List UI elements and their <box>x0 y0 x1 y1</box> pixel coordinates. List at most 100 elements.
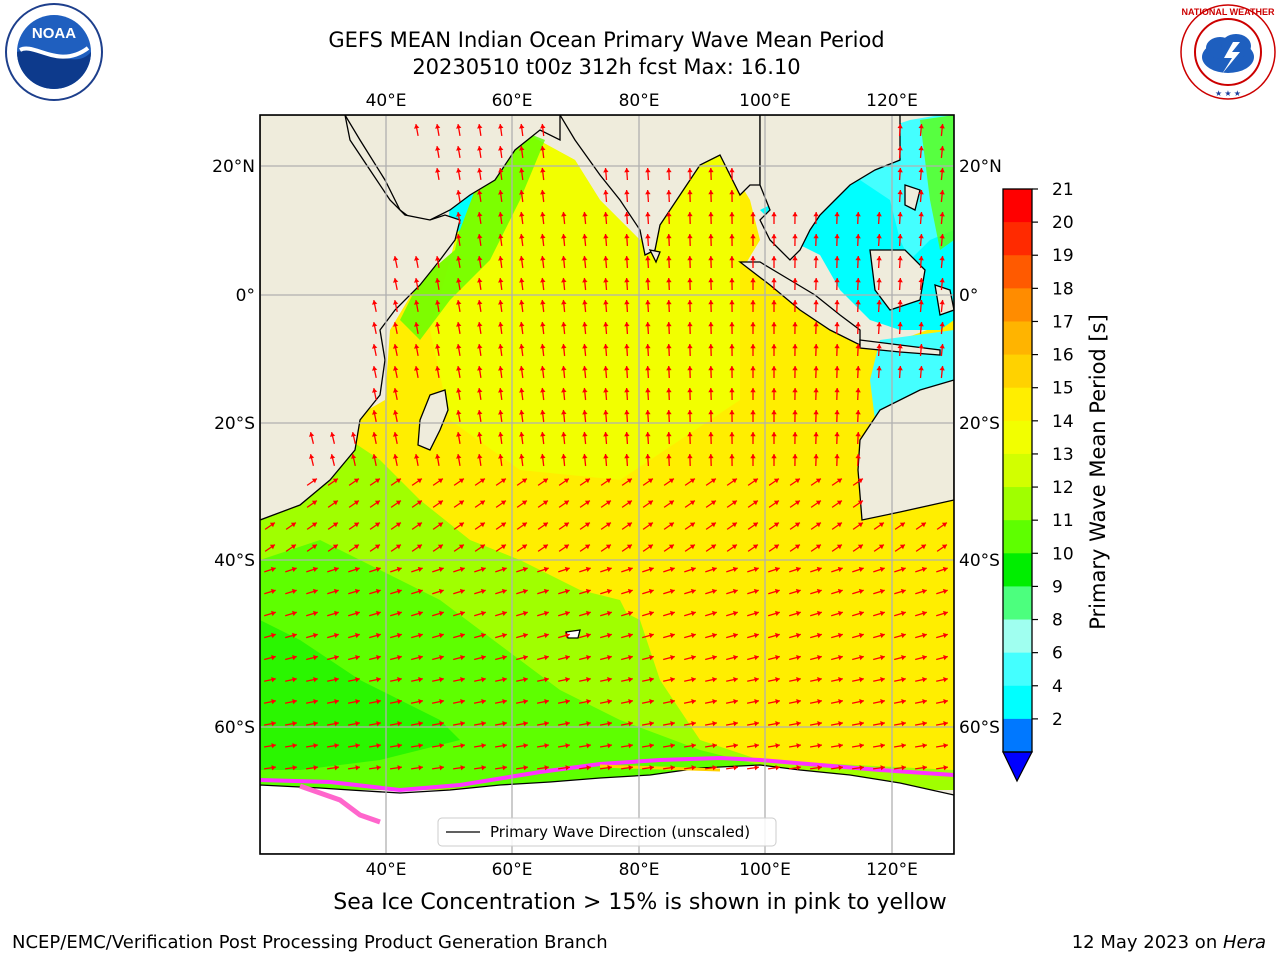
wave-arrow-head <box>393 344 399 349</box>
wave-arrow-head <box>438 588 444 594</box>
wave-arrow-head <box>458 522 464 528</box>
wave-arrow-head <box>582 278 588 283</box>
wave-arrow-head <box>645 366 651 371</box>
wave-arrow-head <box>647 500 653 506</box>
wave-arrow-head <box>439 699 444 705</box>
wave-arrow-head <box>712 743 717 749</box>
wave-arrow-head <box>292 677 297 683</box>
wave-arrow-head <box>647 544 653 550</box>
wave-arrow-head <box>582 322 588 327</box>
wave-arrow-head <box>334 677 339 683</box>
wave-arrow-head <box>313 632 318 639</box>
wave-arrow-head <box>876 300 882 305</box>
wave-arrow-head <box>435 146 441 151</box>
wave-arrow-head <box>372 432 378 437</box>
wave-arrow-head <box>586 765 591 771</box>
wave-arrow-head <box>582 212 588 217</box>
wave-arrow-head <box>666 366 672 371</box>
wave-arrow-head <box>666 212 672 217</box>
land-masses <box>260 115 954 854</box>
wave-arrow-head <box>855 410 861 415</box>
footer-credit: NCEP/EMC/Verification Post Processing Pr… <box>12 932 608 953</box>
wave-arrow-head <box>460 699 465 705</box>
wave-arrow-head <box>645 432 651 437</box>
wave-arrow-head <box>880 655 885 661</box>
wave-arrow-head <box>477 454 483 459</box>
wave-arrow-head <box>561 300 567 305</box>
wave-arrow-head <box>353 478 359 484</box>
wave-arrow-head <box>876 212 882 217</box>
wave-arrow-head <box>729 300 735 305</box>
wave-arrow-head <box>414 322 420 327</box>
wave-arrow-head <box>456 454 462 459</box>
wave-arrow-head <box>750 256 756 261</box>
wave-arrow-head <box>918 300 924 305</box>
wave-arrow-head <box>498 388 504 393</box>
wave-arrow-head <box>582 388 588 393</box>
wave-arrow-head <box>564 566 570 572</box>
wave-arrow-head <box>836 544 842 550</box>
wave-arrow-head <box>901 765 906 771</box>
wave-arrow-head <box>729 388 735 393</box>
wave-arrow-head <box>939 212 945 217</box>
colorbar-segment <box>1003 321 1032 356</box>
wave-arrow-head <box>878 544 884 550</box>
wave-arrow-head <box>729 278 735 283</box>
wave-arrow-head <box>710 500 716 506</box>
wave-arrow-head <box>795 566 801 572</box>
wave-arrow-head <box>544 743 549 749</box>
wave-arrow-head <box>355 721 360 727</box>
wave-arrow-head <box>775 632 780 639</box>
wave-arrow-head <box>456 256 462 261</box>
wave-arrow-head <box>750 322 756 327</box>
wave-arrow-head <box>626 522 632 528</box>
wave-arrow-head <box>438 566 444 572</box>
wave-arrow-head <box>796 765 801 771</box>
wave-arrow-head <box>519 344 525 349</box>
wave-arrow-head <box>897 256 903 261</box>
lon-label-top-60e: 60°E <box>492 91 533 111</box>
wave-arrow-head <box>313 677 318 683</box>
wave-arrow-head <box>456 366 462 371</box>
wave-arrow-head <box>792 388 798 393</box>
wave-arrow-head <box>477 344 483 349</box>
wave-arrow-head <box>479 544 485 550</box>
wave-arrow-head <box>666 410 672 415</box>
lat-label-left-20n: 20°N <box>212 157 255 177</box>
wave-arrow-head <box>544 677 549 683</box>
wave-arrow-head <box>920 522 926 528</box>
wave-arrow-head <box>876 278 882 283</box>
wave-arrow-head <box>311 500 317 506</box>
wave-arrow-head <box>897 278 903 283</box>
wave-arrow-head <box>290 544 296 550</box>
wave-arrow-head <box>397 765 402 771</box>
wave-arrow-head <box>481 721 486 727</box>
wave-arrow-head <box>458 478 464 484</box>
colorbar-tick-label: 21 <box>1052 180 1074 200</box>
wave-arrow-head <box>729 454 735 459</box>
wave-arrow-head <box>477 366 483 371</box>
colorbar-tick-label: 2 <box>1052 710 1063 730</box>
wave-arrow-head <box>624 410 630 415</box>
wave-arrow-head <box>603 256 609 261</box>
wave-arrow-head <box>477 212 483 217</box>
lat-label-left-0: 0° <box>236 286 255 306</box>
wave-arrow-head <box>687 366 693 371</box>
wave-arrow-head <box>460 610 465 617</box>
wave-arrow-head <box>355 610 360 617</box>
wave-arrow-head <box>312 566 318 572</box>
wave-arrow-head <box>477 388 483 393</box>
wave-arrow-head <box>414 344 420 349</box>
wave-arrow-head <box>792 432 798 437</box>
wave-arrow-head <box>670 610 675 617</box>
wave-arrow-head <box>876 234 882 239</box>
wave-arrow-head <box>437 544 443 550</box>
wave-arrow-head <box>435 256 441 261</box>
wave-arrow-head <box>521 500 527 506</box>
wave-arrow-head <box>880 699 885 705</box>
wave-arrow-head <box>921 588 927 594</box>
wave-arrow-head <box>666 454 672 459</box>
wave-arrow-head <box>603 388 609 393</box>
wave-arrow-head <box>712 765 717 771</box>
wave-arrow-head <box>477 432 483 437</box>
